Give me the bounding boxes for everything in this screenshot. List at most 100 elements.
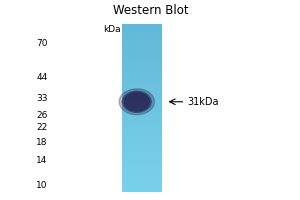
Bar (122, 177, 162, 178)
Bar (122, 76, 162, 77)
Bar (122, 132, 162, 133)
Bar (122, 45, 162, 46)
Polygon shape (124, 93, 149, 111)
Bar (122, 74, 162, 75)
Bar (122, 95, 162, 96)
Bar (122, 50, 162, 51)
Bar (122, 130, 162, 131)
Bar (122, 173, 162, 174)
Bar (122, 80, 162, 81)
Bar (122, 34, 162, 35)
Bar (122, 126, 162, 127)
Bar (122, 117, 162, 118)
Bar (122, 149, 162, 150)
Bar (122, 37, 162, 38)
Bar (122, 58, 162, 59)
Bar (122, 116, 162, 117)
Bar (122, 72, 162, 73)
Bar (122, 92, 162, 93)
Bar (122, 39, 162, 40)
Bar (122, 152, 162, 153)
Bar (122, 73, 162, 74)
Bar (122, 138, 162, 139)
Bar (122, 183, 162, 184)
Bar (122, 24, 162, 25)
Bar (122, 184, 162, 185)
Bar (122, 28, 162, 29)
Bar (122, 93, 162, 94)
Bar (122, 161, 162, 162)
Bar (122, 96, 162, 97)
Bar (122, 145, 162, 146)
Bar (122, 27, 162, 28)
Bar (122, 62, 162, 63)
Bar (122, 148, 162, 149)
Bar (122, 167, 162, 168)
Bar (122, 153, 162, 154)
Bar (122, 89, 162, 90)
Bar (122, 108, 162, 109)
Bar (122, 67, 162, 68)
Bar (122, 107, 162, 108)
Bar (122, 66, 162, 67)
Bar (122, 118, 162, 119)
Bar (122, 53, 162, 54)
Bar (122, 179, 162, 180)
Bar (122, 52, 162, 53)
Bar (122, 154, 162, 155)
Bar (122, 33, 162, 34)
Bar (122, 68, 162, 69)
Bar (122, 25, 162, 26)
Text: 31kDa: 31kDa (187, 97, 219, 107)
Bar (122, 191, 162, 192)
Bar (122, 61, 162, 62)
Bar (122, 156, 162, 157)
Bar (122, 114, 162, 115)
Bar (122, 170, 162, 171)
Bar (122, 69, 162, 70)
Bar (122, 178, 162, 179)
Bar (122, 162, 162, 163)
Bar (122, 166, 162, 167)
Text: kDa: kDa (103, 25, 121, 34)
Bar (122, 186, 162, 187)
Bar (122, 46, 162, 47)
Bar (122, 144, 162, 145)
Bar (122, 87, 162, 88)
Bar (122, 106, 162, 107)
Bar (122, 75, 162, 76)
Bar (122, 182, 162, 183)
Bar (122, 105, 162, 106)
Bar (122, 187, 162, 188)
Bar (122, 175, 162, 176)
Bar (122, 140, 162, 141)
Bar (122, 157, 162, 158)
Bar (122, 147, 162, 148)
Bar (122, 56, 162, 57)
Bar (122, 111, 162, 112)
Bar (122, 77, 162, 78)
Bar (122, 188, 162, 189)
Bar (122, 86, 162, 87)
Bar (122, 26, 162, 27)
Bar (122, 133, 162, 134)
Bar (122, 123, 162, 124)
Bar (122, 128, 162, 129)
Bar (122, 169, 162, 170)
Bar (122, 185, 162, 186)
Bar (122, 84, 162, 85)
Bar (122, 41, 162, 42)
Bar (122, 42, 162, 43)
Bar (122, 159, 162, 160)
Bar (122, 176, 162, 177)
Bar (122, 51, 162, 52)
Bar (122, 181, 162, 182)
Bar (122, 43, 162, 44)
Bar (122, 63, 162, 64)
Bar (122, 129, 162, 130)
Bar (122, 97, 162, 98)
Bar (122, 79, 162, 80)
Bar (122, 64, 162, 65)
Bar (122, 119, 162, 120)
Bar (122, 90, 162, 91)
